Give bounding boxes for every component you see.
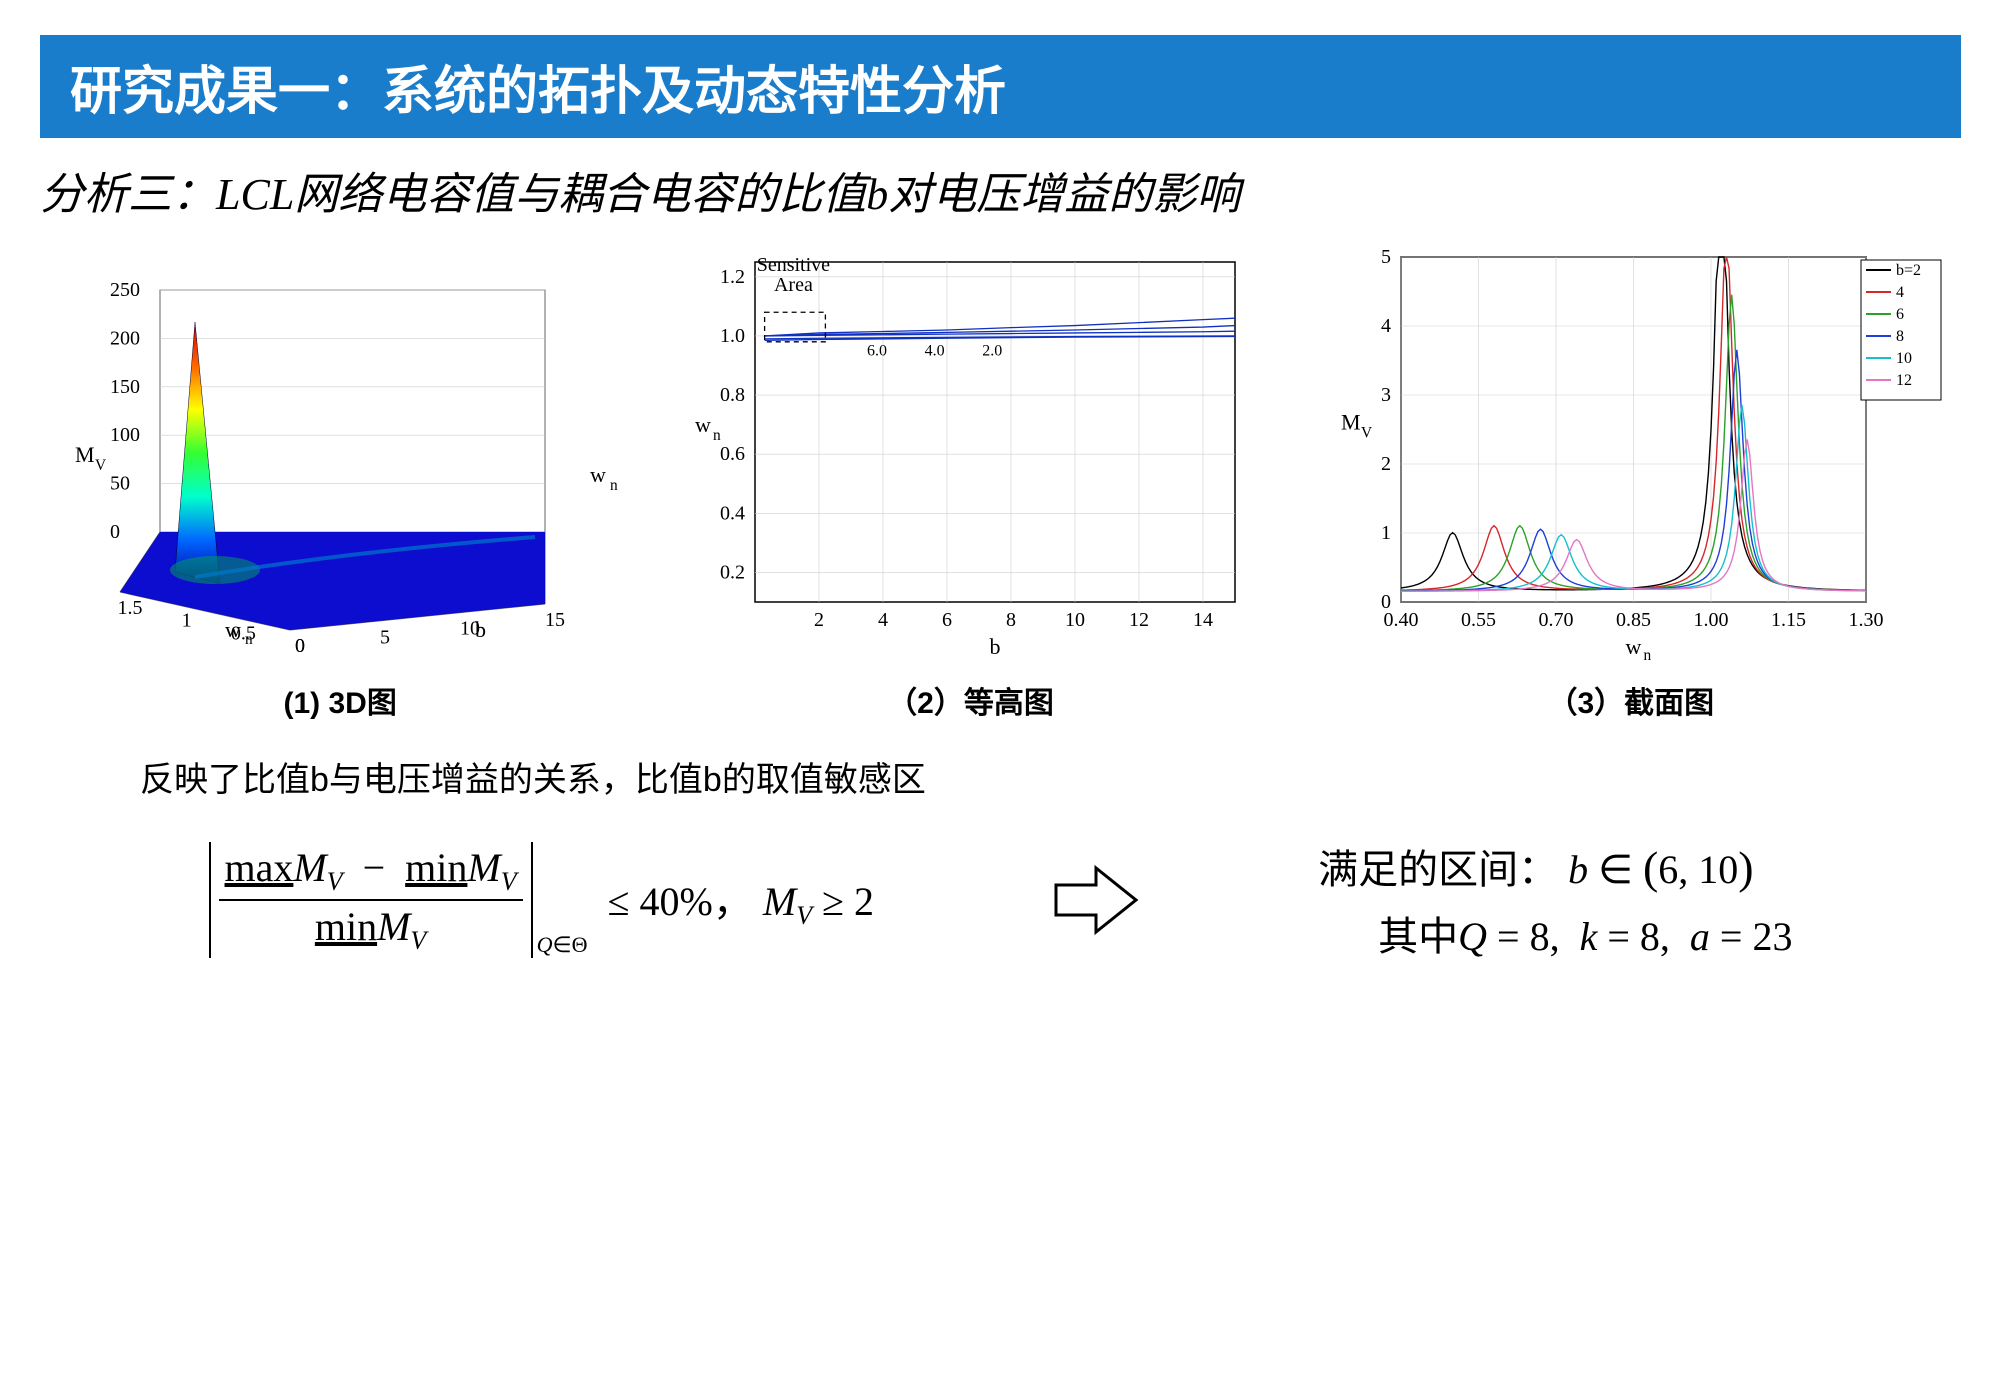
formula-numerator: maxMV − minMV	[219, 842, 523, 899]
svg-text:3: 3	[1381, 384, 1391, 406]
svg-text:10: 10	[1065, 609, 1085, 631]
svg-text:6: 6	[942, 609, 952, 631]
svg-text:2: 2	[814, 609, 824, 631]
svg-text:150: 150	[110, 376, 140, 398]
svg-text:w: w	[1625, 634, 1641, 659]
svg-text:1.00: 1.00	[1693, 609, 1728, 631]
svg-text:8: 8	[1896, 328, 1904, 345]
svg-text:12: 12	[1896, 372, 1912, 389]
body-text: 反映了比值b与电压增益的关系，比值b的取值敏感区	[140, 752, 1861, 801]
svg-text:1.2: 1.2	[720, 266, 745, 288]
arrow-right-icon	[1051, 860, 1141, 940]
svg-text:n: n	[610, 477, 618, 494]
svg-text:Area: Area	[774, 274, 813, 296]
svg-text:0: 0	[295, 635, 305, 657]
svg-text:0: 0	[1381, 591, 1391, 613]
chart-contour-panel: 2 4 6 8 10 12 14 0.2 0.4 0.6 0.8 1.0 1.2 SensitiveAre…	[675, 232, 1265, 722]
svg-text:0.85: 0.85	[1616, 609, 1651, 631]
svg-text:6.0: 6.0	[867, 343, 887, 360]
chart-3d: 050100150200250MVwnbwn00.511.5051015	[45, 232, 635, 672]
svg-text:250: 250	[110, 279, 140, 301]
chart-contour-caption: （2）等高图	[887, 678, 1054, 722]
svg-text:4.0: 4.0	[925, 343, 945, 360]
condition-line2: 其中Q = 8, k = 8, a = 23	[1318, 905, 1792, 969]
slide-title-bar: 研究成果一：系统的拓扑及动态特性分析	[40, 35, 1961, 138]
svg-text:1.15: 1.15	[1771, 609, 1806, 631]
svg-text:n: n	[713, 427, 721, 444]
chart-3d-caption: (1) 3D图	[283, 678, 396, 722]
svg-text:6: 6	[1896, 306, 1904, 323]
condition-line1: 满足的区间： b ∈ (6, 10)	[1318, 831, 1792, 905]
svg-text:0.70: 0.70	[1538, 609, 1573, 631]
svg-text:M: M	[1341, 410, 1361, 435]
slide-title: 研究成果一：系统的拓扑及动态特性分析	[70, 64, 1006, 121]
svg-text:100: 100	[110, 424, 140, 446]
svg-text:10: 10	[1896, 350, 1912, 367]
svg-text:0.8: 0.8	[720, 384, 745, 406]
svg-text:5: 5	[380, 626, 390, 648]
svg-text:1: 1	[1381, 522, 1391, 544]
chart-contour: 2 4 6 8 10 12 14 0.2 0.4 0.6 0.8 1.0 1.2 SensitiveAre…	[675, 232, 1265, 672]
formula-denominator: minMV	[309, 901, 432, 958]
formula-row: maxMV − minMV minMV Q∈Θ ≤ 40%， MV ≥ 2 满足…	[120, 831, 1881, 969]
svg-text:1: 1	[182, 610, 192, 632]
slide-subtitle: 分析三：LCL网络电容值与耦合电容的比值b对电压增益的影响	[40, 158, 1961, 222]
svg-text:4: 4	[1381, 315, 1391, 337]
svg-text:0: 0	[110, 521, 120, 543]
chart-section-panel: 0.400.550.700.851.001.151.30012345MVwnb=…	[1306, 232, 1956, 722]
svg-text:b=2: b=2	[1896, 262, 1921, 279]
svg-text:0.55: 0.55	[1461, 609, 1496, 631]
svg-text:w: w	[695, 412, 711, 437]
svg-text:4: 4	[1896, 284, 1904, 301]
chart-section-caption: （3）截面图	[1547, 678, 1714, 722]
svg-text:12: 12	[1129, 609, 1149, 631]
svg-text:1.0: 1.0	[720, 325, 745, 347]
conditions-block: 满足的区间： b ∈ (6, 10) 其中Q = 8, k = 8, a = 2…	[1318, 831, 1792, 969]
svg-text:15: 15	[545, 609, 565, 631]
charts-row: 050100150200250MVwnbwn00.511.5051015 (1)…	[30, 232, 1971, 722]
svg-text:b: b	[990, 634, 1001, 659]
chart-3d-panel: 050100150200250MVwnbwn00.511.5051015 (1)…	[45, 232, 635, 722]
svg-text:2: 2	[1381, 453, 1391, 475]
svg-text:0.2: 0.2	[720, 561, 745, 583]
svg-text:1.30: 1.30	[1848, 609, 1883, 631]
svg-text:200: 200	[110, 327, 140, 349]
svg-text:V: V	[95, 457, 106, 474]
svg-text:w: w	[590, 462, 606, 487]
formula-sub-condition: Q∈Θ	[537, 932, 588, 958]
svg-text:0.6: 0.6	[720, 443, 745, 465]
svg-text:n: n	[1643, 647, 1651, 664]
abs-bar-right	[531, 842, 533, 958]
svg-text:1.5: 1.5	[118, 597, 143, 619]
formula-left: maxMV − minMV minMV Q∈Θ ≤ 40%， MV ≥ 2	[209, 842, 875, 958]
svg-text:8: 8	[1006, 609, 1016, 631]
svg-text:14: 14	[1193, 609, 1213, 631]
svg-text:2.0: 2.0	[983, 343, 1003, 360]
svg-text:10: 10	[460, 618, 480, 640]
chart-section: 0.400.550.700.851.001.151.30012345MVwnb=…	[1306, 232, 1956, 672]
svg-text:M: M	[75, 442, 95, 467]
svg-text:0.5: 0.5	[231, 622, 256, 644]
formula-rhs: ≤ 40%， MV ≥ 2	[598, 869, 874, 931]
svg-text:5: 5	[1381, 246, 1391, 268]
svg-text:Sensitive: Sensitive	[757, 254, 830, 276]
svg-text:50: 50	[110, 473, 130, 495]
svg-text:0.4: 0.4	[720, 502, 745, 524]
svg-text:4: 4	[878, 609, 888, 631]
svg-text:V: V	[1361, 425, 1372, 442]
